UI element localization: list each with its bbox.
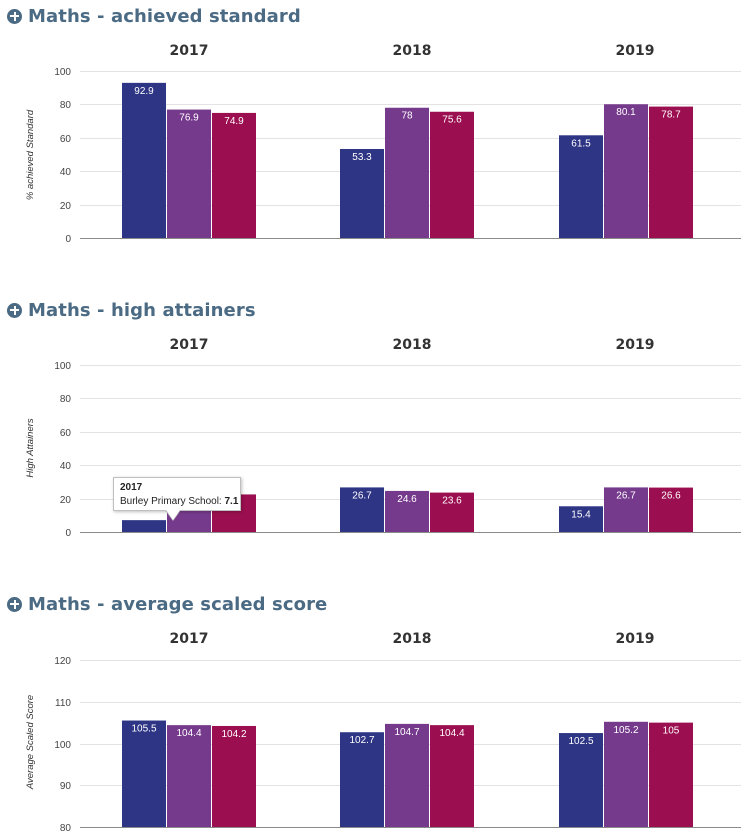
- bar: [212, 725, 256, 827]
- y-tick-label: 80: [60, 394, 72, 405]
- bar-value-label: 102.5: [568, 736, 593, 747]
- bar-value-label: 78.7: [661, 110, 681, 121]
- chart-tooltip: 2017 Burley Primary School: 7.1: [113, 477, 241, 511]
- y-tick-label: 120: [54, 656, 71, 667]
- y-tick-label: 0: [65, 528, 71, 539]
- bar: [559, 135, 603, 238]
- category-label-2018: 2018: [393, 43, 432, 59]
- bar: [340, 148, 384, 238]
- bar: [167, 109, 211, 239]
- bar: [385, 723, 429, 827]
- section-header-high-attainers[interactable]: Maths - high attainers: [7, 298, 256, 322]
- category-label-2017: 2017: [170, 43, 209, 59]
- category-label-2017: 2017: [170, 631, 209, 647]
- tooltip-title: 2017: [120, 482, 143, 493]
- y-tick-label: 100: [54, 361, 71, 372]
- bar: [212, 112, 256, 238]
- bar-value-label: 92.9: [134, 86, 154, 97]
- bar-value-label: 104.4: [176, 728, 201, 739]
- bar-value-label: 26.6: [661, 491, 681, 502]
- section-header-average-scaled-score[interactable]: Maths - average scaled score: [7, 592, 327, 616]
- bar-value-label: 102.7: [349, 735, 374, 746]
- y-axis-label: High Attainers: [25, 418, 36, 478]
- y-tick-label: 100: [54, 740, 71, 751]
- bar: [604, 487, 648, 532]
- bar: [340, 487, 384, 532]
- category-label-2019: 2019: [616, 337, 655, 353]
- bar-value-label: 105: [663, 726, 680, 737]
- bar-value-label: 105.5: [131, 724, 156, 735]
- bar: [122, 720, 166, 827]
- bar-value-label: 76.9: [179, 113, 199, 124]
- tooltip-pointer: [166, 510, 180, 520]
- plus-circle-icon[interactable]: [7, 8, 22, 24]
- bar: [559, 733, 603, 827]
- section-header-achieved-standard[interactable]: Maths - achieved standard: [7, 4, 301, 28]
- y-tick-label: 80: [60, 100, 72, 111]
- y-tick-label: 90: [60, 781, 72, 792]
- bar: [167, 725, 211, 827]
- bar: [430, 725, 474, 827]
- bar: [604, 104, 648, 238]
- section-title: Maths - achieved standard: [28, 5, 301, 27]
- bar: [559, 506, 603, 532]
- bar-value-label: 61.5: [571, 138, 591, 149]
- section-average-scaled-score: Maths - average scaled score: [0, 592, 746, 840]
- category-label-2018: 2018: [393, 631, 432, 647]
- section-achieved-standard: Maths - achieved standard: [0, 4, 746, 294]
- tooltip-value: 7.1: [224, 496, 239, 507]
- bar: [430, 492, 474, 532]
- bar-chart: 80 90 100 110 120 Average Scaled Score 2017 201…: [25, 631, 741, 834]
- tooltip-label: Burley Primary School:: [120, 496, 225, 507]
- bar-value-label: 74.9: [224, 116, 244, 127]
- plus-circle-icon[interactable]: [7, 302, 22, 318]
- bar-value-label: 24.6: [397, 494, 417, 505]
- category-label-2019: 2019: [616, 631, 655, 647]
- bar-value-label: 53.3: [352, 152, 372, 163]
- section-title: Maths - high attainers: [28, 299, 256, 321]
- y-tick-label: 40: [60, 461, 72, 472]
- bar: [122, 520, 166, 532]
- bar: [604, 721, 648, 827]
- bar: [430, 111, 474, 238]
- category-label-2017: 2017: [170, 337, 209, 353]
- bar-value-label: 23.6: [442, 496, 462, 507]
- section-title: Maths - average scaled score: [28, 593, 328, 615]
- y-tick-label: 0: [65, 234, 71, 245]
- bar-value-label: 15.4: [571, 509, 591, 520]
- tooltip-line: Burley Primary School: 7.1: [120, 495, 238, 508]
- bar-value-label: 26.7: [352, 490, 372, 501]
- category-label-2018: 2018: [393, 337, 432, 353]
- section-high-attainers: Maths - high attainers: [0, 298, 746, 588]
- y-tick-label: 20: [60, 495, 72, 506]
- bar: [649, 722, 693, 827]
- bar: [385, 107, 429, 239]
- bar-value-label: 104.7: [394, 727, 419, 738]
- y-tick-label: 80: [60, 823, 72, 834]
- y-tick-label: 110: [55, 698, 71, 709]
- y-axis-label: % achieved Standard: [25, 109, 36, 200]
- y-axis-label: Average Scaled Score: [25, 695, 36, 790]
- bar-value-label: 104.2: [221, 729, 246, 740]
- bar-value-label: 105.2: [613, 725, 638, 736]
- bar: [649, 106, 693, 238]
- y-tick-label: 60: [60, 428, 72, 439]
- y-tick-label: 20: [60, 201, 72, 212]
- bar: [122, 82, 166, 239]
- bar-value-label: 78: [401, 111, 413, 122]
- bar: [340, 732, 384, 827]
- bar-value-label: 75.6: [442, 115, 462, 126]
- category-label-2019: 2019: [616, 43, 655, 59]
- bar: [649, 487, 693, 532]
- y-tick-label: 60: [60, 134, 72, 145]
- bar-chart: 0 20 40 60 80 100 % achieved Standard 2017 2018 2…: [25, 43, 741, 245]
- bar-value-label: 26.7: [616, 490, 636, 501]
- y-tick-label: 100: [54, 67, 71, 78]
- y-tick-label: 40: [60, 167, 72, 178]
- bar-value-label: 80.1: [616, 107, 636, 118]
- bar: [385, 490, 429, 532]
- bar-value-label: 104.4: [439, 728, 464, 739]
- plus-circle-icon[interactable]: [7, 596, 22, 612]
